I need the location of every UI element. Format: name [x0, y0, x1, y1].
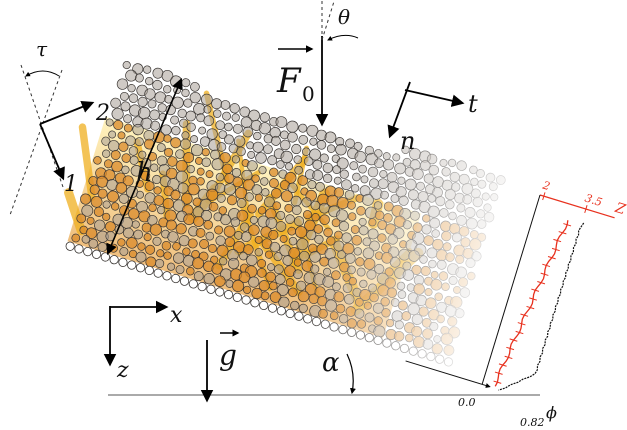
- x-label: x: [170, 303, 183, 328]
- z-label: z: [116, 358, 129, 383]
- phi-profile-curve: [498, 222, 585, 391]
- tau-arc: [25, 70, 60, 77]
- z-error-bar: [526, 305, 535, 310]
- normal-arrow-icon: [387, 81, 411, 139]
- z-error-bar: [520, 313, 529, 317]
- phi-tick-high: 0.82: [520, 416, 545, 429]
- axis-1-label: 1: [64, 172, 78, 197]
- z-error-bar: [515, 330, 524, 335]
- alpha-label: α: [322, 348, 340, 378]
- height-label: h: [136, 158, 153, 188]
- axis-2-arrow-icon: [39, 100, 95, 125]
- z-error-bar: [517, 322, 526, 326]
- axis-1-arrow-icon: [39, 123, 65, 181]
- principal-frame: τ 2 1: [9, 37, 110, 216]
- phi-axis: [405, 360, 490, 388]
- z-error-bar: [540, 272, 549, 276]
- z-error-bar: [493, 380, 502, 384]
- alpha-arc: [346, 353, 356, 395]
- frame-dashed-line-a: [9, 69, 63, 216]
- tangent-normal-frame: t n: [387, 81, 478, 155]
- z-error-bar: [553, 238, 562, 243]
- z-error-bar: [551, 247, 560, 252]
- force-label: F 0: [276, 45, 315, 106]
- z-error-bar: [531, 288, 540, 292]
- z-error-bar: [494, 371, 503, 375]
- z-error-bar: [506, 346, 515, 351]
- profile-axes: 2 3.5 Z: [405, 178, 627, 391]
- force-direction-dashed: [321, 0, 335, 41]
- z-error-bar: [547, 256, 556, 260]
- inclination: α: [322, 348, 356, 395]
- z-error-bar: [509, 338, 518, 342]
- z-profile-curve: [494, 220, 569, 387]
- tau-label: τ: [36, 37, 48, 61]
- z-tick: [542, 192, 546, 201]
- force-symbol: F: [276, 61, 302, 101]
- lab-frame: x z: [103, 300, 183, 383]
- z-error-bar: [498, 363, 507, 367]
- z-axis-label: Z: [612, 200, 627, 219]
- height-arrow: [106, 77, 183, 256]
- gravity-label: g: [219, 339, 237, 372]
- profile-plot: 2 3.5 Z 0.0 0.82ϕ: [405, 178, 627, 429]
- z-error-bar: [504, 355, 513, 360]
- z-error-bar: [537, 281, 546, 285]
- z-error-bar: [563, 223, 572, 227]
- fade-overlay: [64, 45, 539, 377]
- profile-vertical-axis: [481, 194, 541, 385]
- theta-label: θ: [338, 5, 350, 29]
- z-error-bar: [542, 263, 551, 268]
- force-subscript: 0: [302, 82, 315, 106]
- tangent-arrow-icon: [404, 89, 465, 107]
- z-tick-label: 3.5: [583, 192, 604, 210]
- gravity: g: [200, 329, 240, 403]
- phi-axis-label: ϕ: [546, 403, 557, 422]
- z-error-bar: [558, 231, 567, 235]
- axis-2-label: 2: [95, 101, 110, 126]
- tangent-label: t: [468, 90, 478, 118]
- z-axis: [539, 194, 615, 219]
- normal-label: n: [400, 127, 415, 155]
- z-tick: [584, 205, 588, 214]
- phi-tick-low: 0.0: [458, 396, 476, 409]
- theta-arc: [327, 34, 359, 41]
- z-tick-label: 2: [540, 178, 551, 193]
- z-error-bar: [529, 297, 538, 301]
